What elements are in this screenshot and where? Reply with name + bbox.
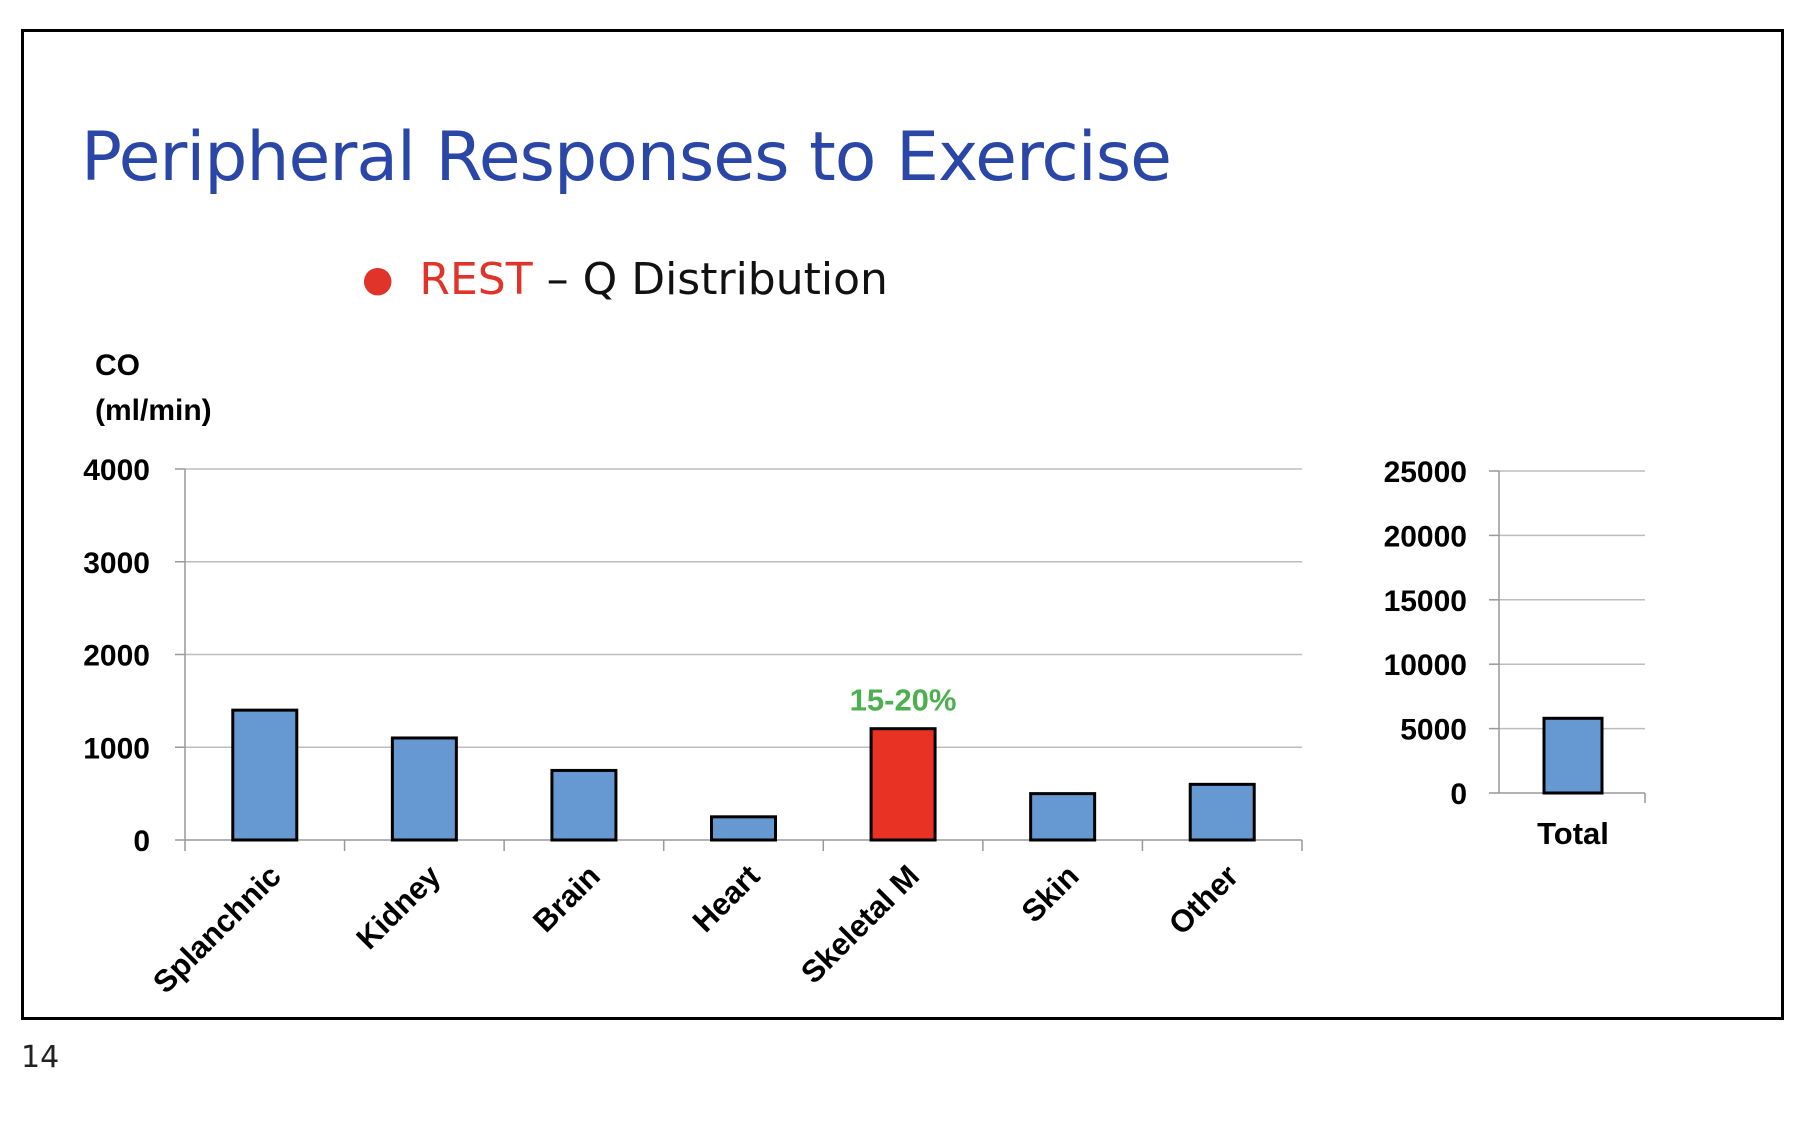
- bar-skin: [1029, 792, 1097, 842]
- x-tick-label: Kidney: [349, 858, 447, 956]
- slide-frame: [21, 29, 1784, 1020]
- page-number: 14: [21, 1040, 60, 1075]
- subtitle-highlight: REST: [419, 254, 533, 305]
- x-tick-label: Skin: [1015, 858, 1086, 929]
- bar-total: [1542, 716, 1604, 795]
- y-tick-label: 4000: [83, 454, 150, 487]
- x-tick-label: Heart: [686, 858, 767, 939]
- y-tick-label: 15000: [1384, 585, 1467, 618]
- bar-heart: [710, 815, 777, 842]
- y-tick-label: 20000: [1384, 520, 1467, 553]
- x-tick-label: Brain: [526, 858, 607, 939]
- bar-splanchnic: [231, 708, 299, 842]
- y-axis-label: CO: [95, 349, 140, 382]
- y-tick-label: 25000: [1384, 456, 1467, 489]
- bar-brain: [550, 768, 618, 842]
- x-tick-label: Other: [1162, 858, 1245, 941]
- y-tick-label: 5000: [1400, 714, 1467, 747]
- slide-title: Peripheral Responses to Exercise: [81, 118, 1172, 197]
- x-tick-label: Skeletal M: [794, 858, 926, 990]
- y-axis-unit-label: (ml/min): [95, 394, 212, 427]
- y-tick-label: 10000: [1384, 649, 1467, 682]
- subtitle: ● REST – Q Distribution: [362, 254, 888, 305]
- bar-kidney: [390, 736, 458, 842]
- y-tick-label: 0: [133, 825, 150, 858]
- y-tick-label: 3000: [83, 547, 150, 580]
- total-bar-chart: 0 5000 10000 15000 20000 25000 Total: [1384, 456, 1646, 851]
- x-tick-label: Splanchnic: [146, 858, 288, 1000]
- main-bar-chart: CO (ml/min) 0 1000 2000 3000 4000 Splanchnic Kid…: [83, 349, 1303, 1000]
- bar-other: [1188, 782, 1256, 842]
- x-tick-label: Total: [1537, 816, 1609, 851]
- bar-skeletal-m: [869, 727, 937, 842]
- subtitle-text: – Q Distribution: [532, 254, 888, 305]
- y-tick-label: 0: [1450, 778, 1467, 811]
- y-tick-label: 1000: [83, 732, 150, 765]
- bullet-icon: ●: [362, 259, 394, 300]
- annotation-label: 15-20%: [850, 683, 957, 718]
- y-tick-label: 2000: [83, 640, 150, 673]
